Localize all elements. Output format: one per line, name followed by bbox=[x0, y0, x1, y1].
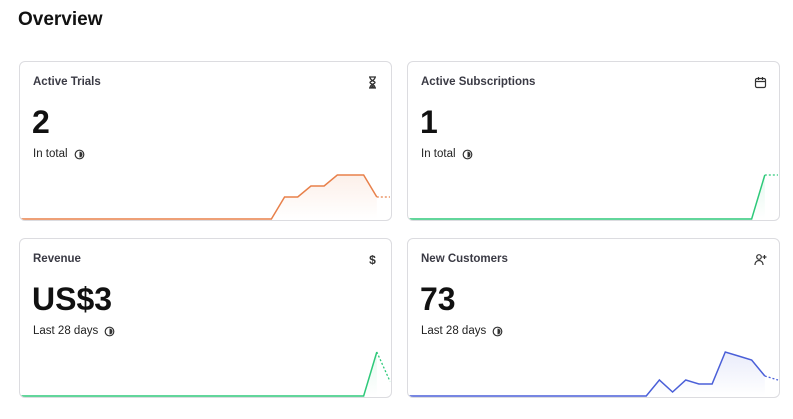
info-icon bbox=[104, 326, 115, 336]
sparkline-projection bbox=[764, 375, 779, 381]
card-label: New Customers bbox=[421, 253, 508, 265]
sparkline bbox=[21, 351, 391, 397]
card-subtext: Last 28 days bbox=[33, 325, 115, 337]
card-subtext: In total bbox=[33, 148, 85, 160]
card-subtext-text: In total bbox=[421, 148, 456, 160]
card-label: Active Trials bbox=[33, 76, 101, 88]
metric-card: New Customers 73 Last 28 days bbox=[407, 238, 780, 398]
card-subtext: Last 28 days bbox=[421, 325, 503, 337]
sparkline-line bbox=[21, 351, 378, 397]
card-subtext-text: Last 28 days bbox=[33, 325, 99, 337]
sparkline-projection bbox=[376, 351, 391, 382]
metric-card: Active Trials 2 In total bbox=[19, 61, 392, 221]
sparkline bbox=[21, 174, 390, 220]
card-icon bbox=[754, 254, 767, 266]
sparkline-area bbox=[409, 352, 765, 396]
info-icon bbox=[492, 326, 503, 336]
card-label: Active Subscriptions bbox=[421, 76, 536, 88]
sparkline bbox=[409, 174, 778, 220]
card-icon bbox=[369, 76, 376, 89]
sparkline-line bbox=[409, 174, 766, 220]
card-value: 73 bbox=[420, 281, 456, 317]
svg-text:$: $ bbox=[369, 253, 376, 266]
sparkline-line bbox=[409, 351, 766, 397]
card-icon bbox=[754, 77, 767, 89]
card-subtext-text: Last 28 days bbox=[421, 325, 487, 337]
sparkline bbox=[409, 351, 779, 397]
card-subtext: In total bbox=[421, 148, 473, 160]
card-icon: $ bbox=[369, 253, 376, 266]
sparkline-line bbox=[21, 174, 378, 220]
sparkline-area bbox=[21, 352, 377, 396]
metric-card: Revenue US$3 Last 28 days $ bbox=[19, 238, 392, 398]
card-value: US$3 bbox=[32, 281, 113, 317]
card-value: 1 bbox=[420, 104, 438, 140]
card-value: 2 bbox=[32, 104, 50, 140]
info-icon bbox=[462, 149, 472, 159]
card-label: Revenue bbox=[33, 253, 81, 265]
card-subtext-text: In total bbox=[33, 148, 68, 160]
metric-card: Active Subscriptions 1 In total bbox=[407, 61, 780, 221]
info-icon bbox=[74, 149, 84, 159]
sparkline-area bbox=[409, 175, 765, 219]
page-title: Overview bbox=[18, 9, 103, 30]
sparkline-area bbox=[21, 175, 377, 219]
